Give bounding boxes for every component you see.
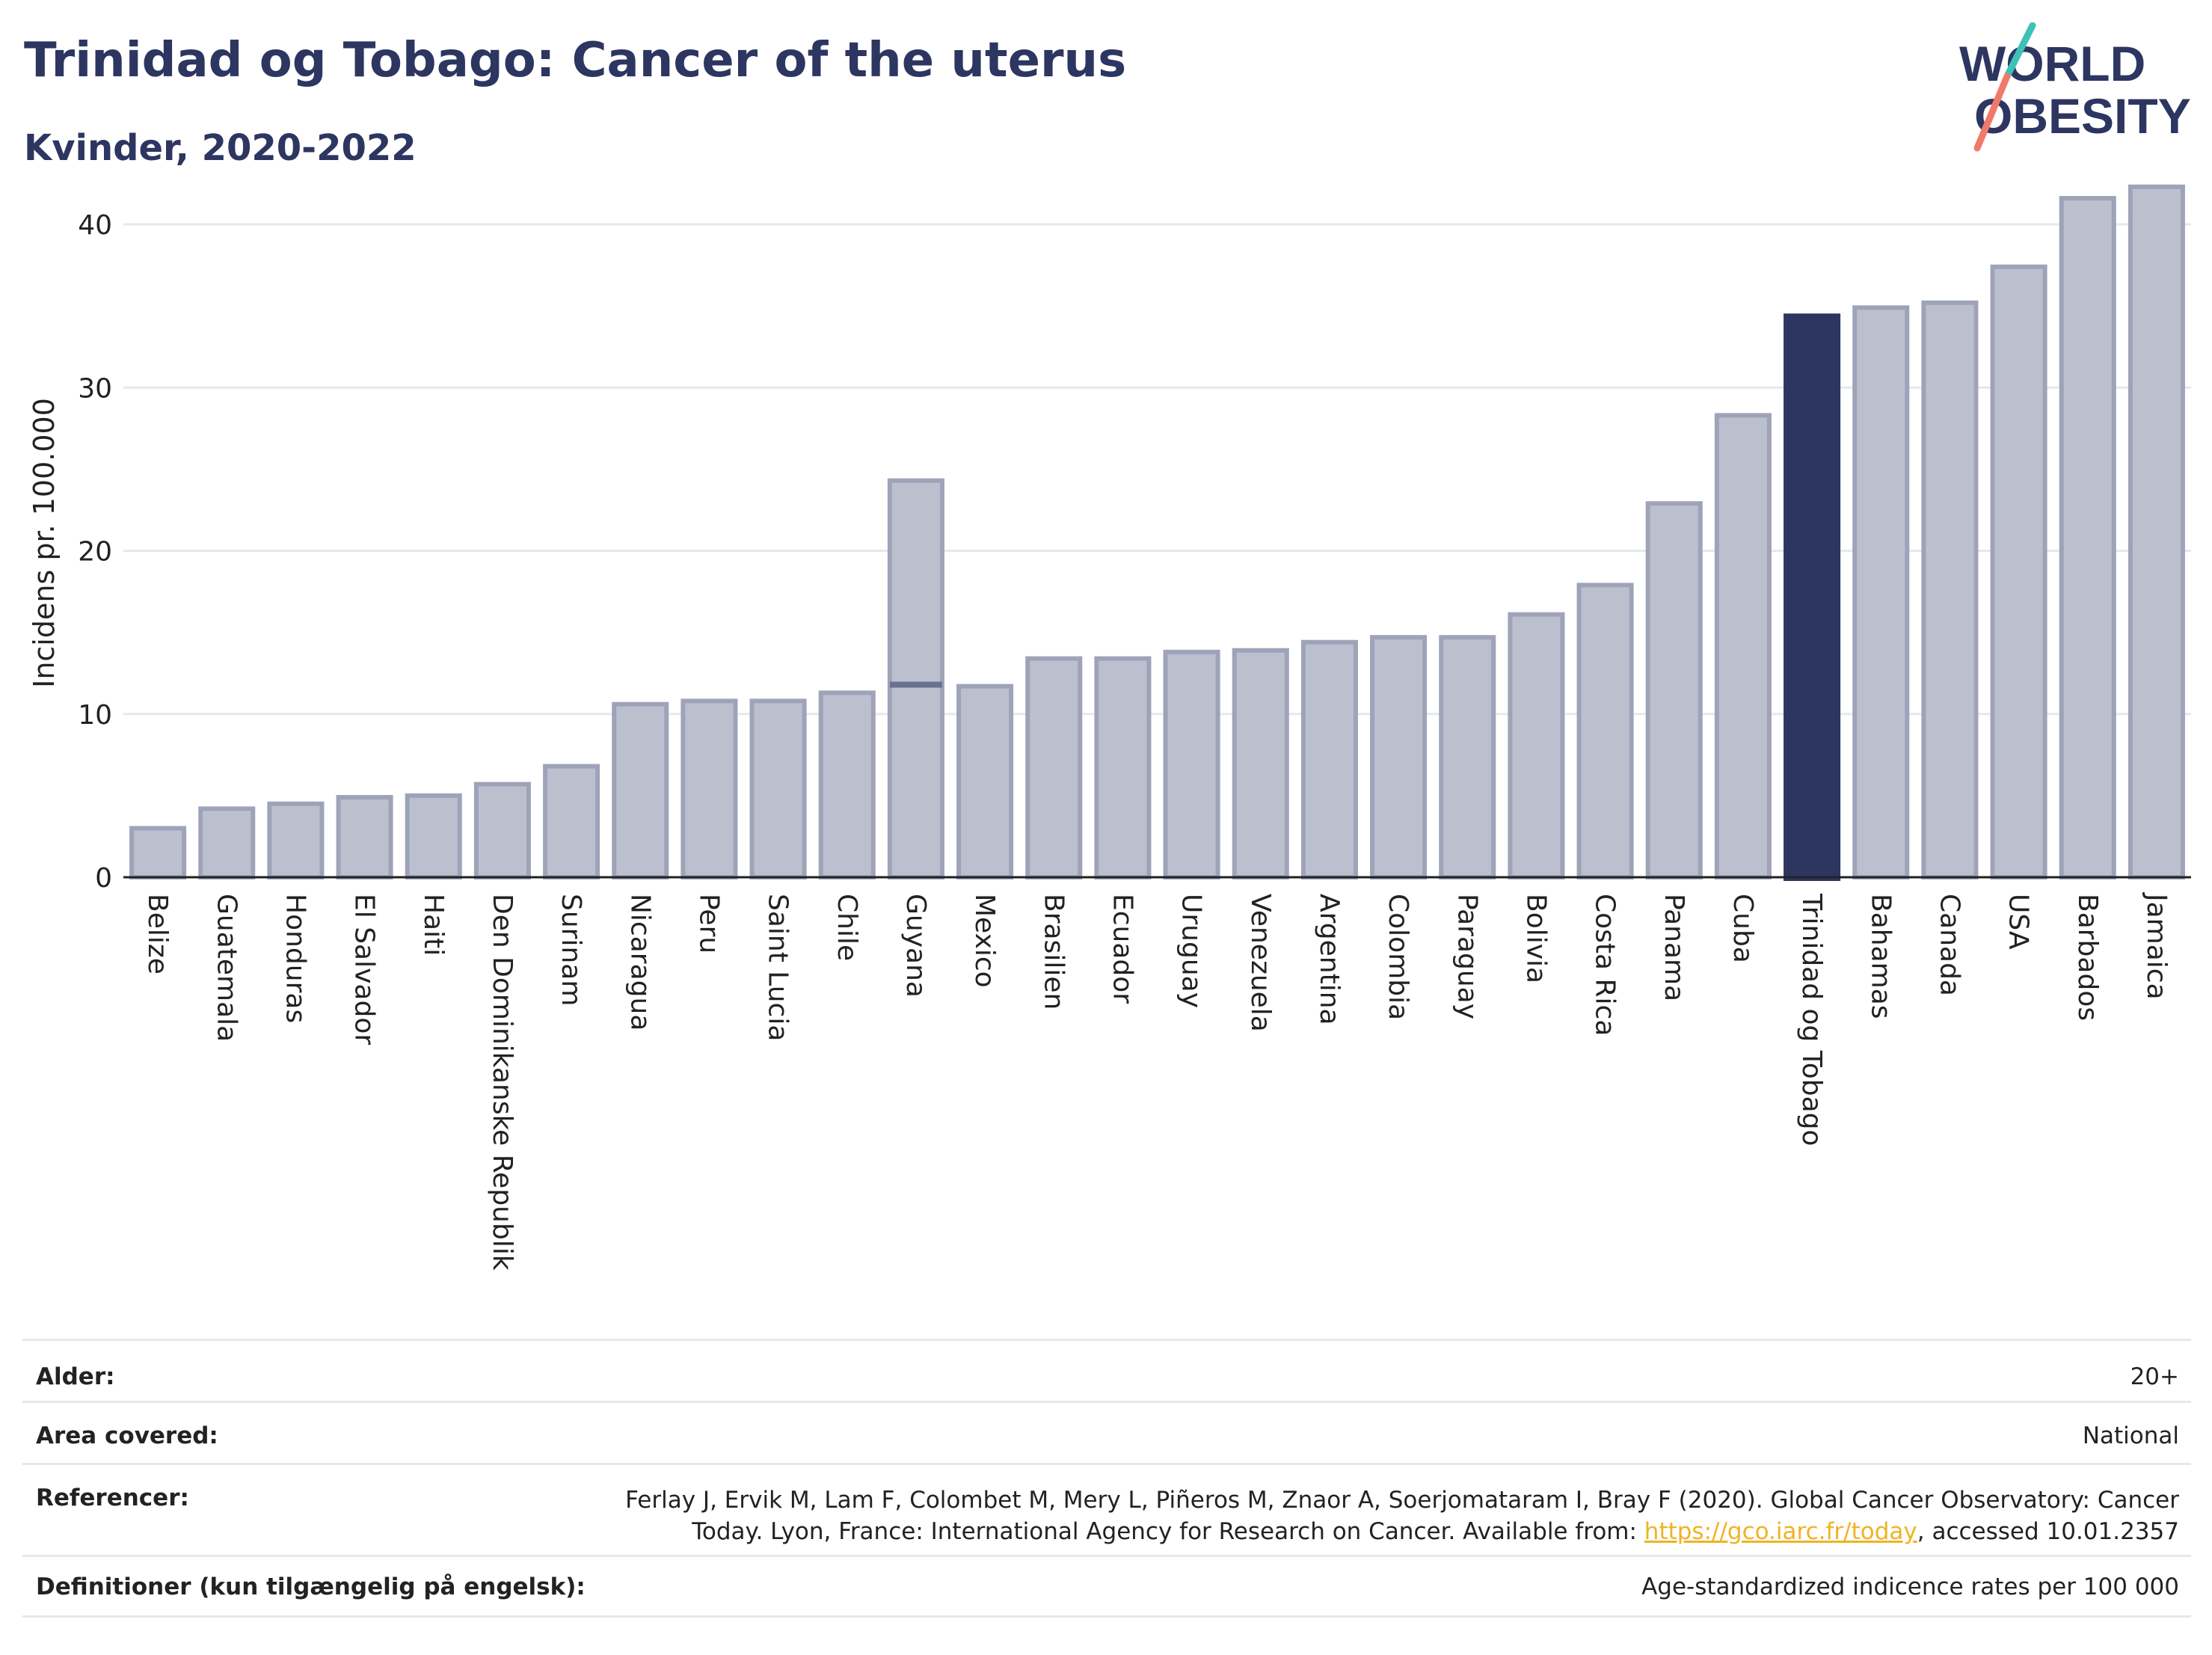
age-label: Alder:	[36, 1363, 115, 1390]
bar-bahamas	[1852, 305, 1910, 879]
bar-el-salvador	[336, 795, 393, 879]
y-tick-label: 20	[78, 537, 112, 568]
bar-nicaragua	[612, 701, 669, 880]
x-tick-label: Jamaica	[2141, 892, 2172, 1000]
bar-guyana	[887, 478, 944, 879]
x-tick-label: USA	[2003, 894, 2034, 950]
x-tick-label: Haiti	[418, 894, 449, 956]
reference-line-2-start: Today. Lyon, France: International Agenc…	[692, 1518, 1644, 1545]
area-label: Area covered:	[36, 1422, 218, 1449]
x-tick-label: Ecuador	[1107, 894, 1137, 1004]
metadata-table: Alder: 20+ Area covered: National Refere…	[22, 1339, 2191, 1618]
bar-ecuador	[1094, 656, 1152, 879]
definition-row: Definitioner (kun tilgængelig på engelsk…	[22, 1555, 2191, 1618]
bar-haiti	[405, 793, 462, 879]
x-tick-label: Argentina	[1314, 894, 1345, 1025]
bar-guatemala	[198, 806, 256, 879]
x-tick-label: Peru	[693, 894, 724, 954]
chart-subtitle: Kvinder, 2020-2022	[24, 127, 417, 169]
bar-chile	[818, 690, 876, 879]
x-tick-label: Paraguay	[1451, 894, 1482, 1019]
bar-saint-lucia	[749, 698, 807, 879]
x-tick-label: Surinam	[556, 894, 586, 1006]
age-value: 20+	[2130, 1363, 2179, 1390]
bar-canada	[1921, 300, 1979, 879]
x-tick-label: Guyana	[900, 894, 931, 998]
x-tick-label: Belize	[142, 894, 173, 974]
definition-value: Age-standardized indicence rates per 100…	[1641, 1573, 2179, 1600]
bar-peru	[681, 698, 738, 879]
svg-text:OBESITY: OBESITY	[1974, 88, 2191, 144]
reference-line-1: Ferlay J, Ervik M, Lam F, Colombet M, Me…	[625, 1487, 2179, 1514]
reference-line-2-end: , accessed 10.01.2357	[1917, 1518, 2179, 1545]
x-tick-label: Bahamas	[1865, 894, 1896, 1019]
bar-panama	[1645, 501, 1703, 880]
bar-cuba	[1714, 413, 1772, 879]
x-tick-label: Mexico	[969, 894, 1000, 988]
y-tick-label: 10	[78, 700, 112, 731]
bar-costa-rica	[1576, 583, 1634, 880]
x-tick-label: Chile	[832, 894, 862, 961]
x-tick-label: Den Dominikanske Republik	[487, 894, 517, 1271]
bar-paraguay	[1439, 635, 1496, 879]
x-tick-label: Cuba	[1727, 894, 1758, 963]
world-obesity-logo: WORLD OBESITY	[1959, 22, 2191, 152]
x-tick-label: Uruguay	[1176, 894, 1207, 1008]
x-tick-label: Guatemala	[211, 894, 242, 1042]
x-tick-label: Venezuela	[1245, 894, 1276, 1032]
x-tick-label: Costa Rica	[1590, 894, 1620, 1036]
reference-label: Referencer:	[36, 1484, 189, 1511]
bar-barbados	[2059, 196, 2116, 879]
reference-link[interactable]: https://gco.iarc.fr/today	[1644, 1518, 1917, 1545]
x-tick-label: Nicaragua	[624, 894, 655, 1031]
y-axis-label: Incidens pr. 100.000	[28, 398, 61, 688]
bar-den-dominikanske-republik	[473, 782, 531, 880]
bar-mexico	[956, 684, 1014, 880]
x-tick-label: Saint Lucia	[763, 894, 793, 1041]
y-tick-label: 0	[95, 863, 112, 894]
x-tick-label: Colombia	[1383, 894, 1413, 1020]
x-tick-label: Honduras	[280, 894, 310, 1023]
bar-trinidad-og-tobago	[1784, 313, 1841, 882]
bar-argentina	[1300, 639, 1358, 879]
bar-usa	[1990, 264, 2047, 879]
x-tick-label: Panama	[1659, 894, 1689, 1001]
reference-text: Ferlay J, Ervik M, Lam F, Colombet M, Me…	[625, 1484, 2179, 1547]
bar-colombia	[1370, 635, 1428, 879]
bar-uruguay	[1163, 649, 1220, 879]
y-tick-label: 40	[78, 210, 112, 241]
bar-brasilien	[1025, 656, 1083, 879]
bar-belize	[129, 826, 187, 880]
x-tick-label: Trinidad og Tobago	[1796, 893, 1827, 1146]
reference-row: Referencer: Ferlay J, Ervik M, Lam F, Co…	[22, 1463, 2191, 1555]
x-tick-label: Canada	[1934, 894, 1964, 996]
reference-line-2: Today. Lyon, France: International Agenc…	[625, 1516, 2179, 1547]
svg-text:WORLD: WORLD	[1959, 36, 2145, 91]
y-tick-label: 30	[78, 373, 112, 404]
age-row: Alder: 20+	[22, 1339, 2191, 1401]
bar-honduras	[267, 801, 325, 879]
area-row: Area covered: National	[22, 1401, 2191, 1463]
x-tick-label: Brasilien	[1038, 894, 1069, 1010]
x-tick-label: El Salvador	[349, 894, 380, 1045]
chart-title: Trinidad og Tobago: Cancer of the uterus	[24, 33, 1127, 88]
x-tick-label: Bolivia	[1520, 894, 1551, 983]
bar-venezuela	[1232, 648, 1289, 879]
bar-jamaica	[2127, 184, 2185, 880]
area-value: National	[2082, 1422, 2179, 1449]
bar-bolivia	[1508, 612, 1565, 879]
definition-label: Definitioner (kun tilgængelig på engelsk…	[36, 1573, 586, 1600]
bar-surinam	[543, 764, 600, 879]
x-tick-label: Barbados	[2072, 894, 2103, 1021]
bar-chart: 0 10 20 30 40 Belize Guatemala Honduras El Salva…	[28, 184, 2191, 1271]
